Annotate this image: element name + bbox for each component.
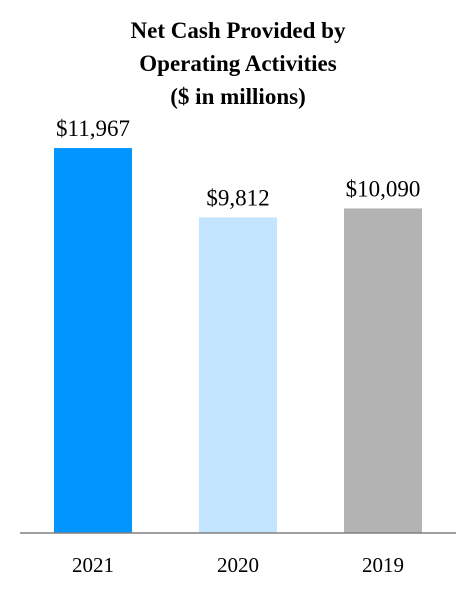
bar-2020 — [199, 217, 277, 533]
chart-title-line-2: Operating Activities — [139, 51, 336, 76]
chart-title-line-3: ($ in millions) — [170, 84, 305, 109]
x-tick-labels-group: 2021 2020 2019 — [72, 553, 404, 577]
x-tick-label-2020: 2020 — [217, 553, 259, 577]
bar-2019 — [344, 208, 422, 533]
bar-2021 — [54, 148, 132, 533]
chart-title: Net Cash Provided by Operating Activitie… — [131, 18, 346, 109]
data-label-2019: $10,090 — [346, 176, 421, 201]
chart-title-line-1: Net Cash Provided by — [131, 18, 346, 43]
x-tick-label-2019: 2019 — [362, 553, 404, 577]
x-tick-label-2021: 2021 — [72, 553, 114, 577]
data-label-2021: $11,967 — [56, 116, 130, 141]
bars-group — [54, 148, 422, 533]
value-labels-group: $11,967 $9,812 $10,090 — [56, 116, 420, 210]
data-label-2020: $9,812 — [206, 185, 269, 210]
